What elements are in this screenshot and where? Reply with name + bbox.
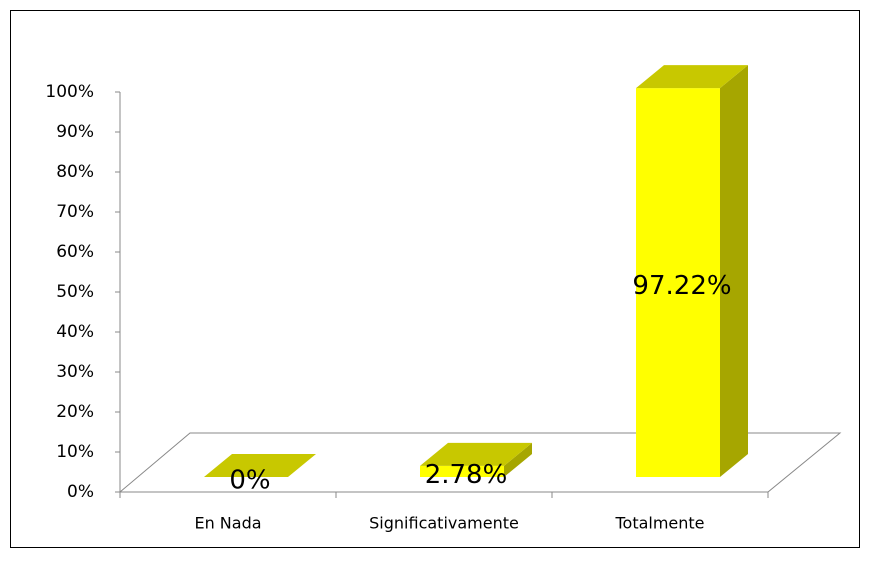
y-tick-label: 40% (56, 322, 94, 342)
y-tick-label: 50% (56, 282, 94, 302)
y-tick-label: 30% (56, 362, 94, 382)
y-tick-label: 100% (45, 82, 94, 102)
y-tick-label: 0% (67, 482, 94, 502)
bar-top (204, 454, 316, 477)
y-tick-label: 70% (56, 202, 94, 222)
y-tick-label: 10% (56, 442, 94, 462)
bar-front (420, 465, 504, 477)
value-label: 2.78% (425, 460, 508, 490)
value-label: 97.22% (632, 271, 731, 301)
bar-side (504, 442, 532, 477)
bar-side (720, 65, 748, 478)
x-tick-label: Totalmente (614, 514, 704, 533)
value-label: 0% (229, 466, 270, 496)
y-tick-label: 80% (56, 162, 94, 182)
y-tick-label: 20% (56, 402, 94, 422)
x-tick-label: En Nada (194, 514, 261, 533)
y-tick-label: 60% (56, 242, 94, 262)
bar-top (636, 65, 748, 89)
bar-front (636, 88, 720, 478)
bar-top (420, 442, 532, 466)
x-tick-label: Significativamente (369, 514, 519, 533)
y-tick-label: 90% (56, 122, 94, 142)
